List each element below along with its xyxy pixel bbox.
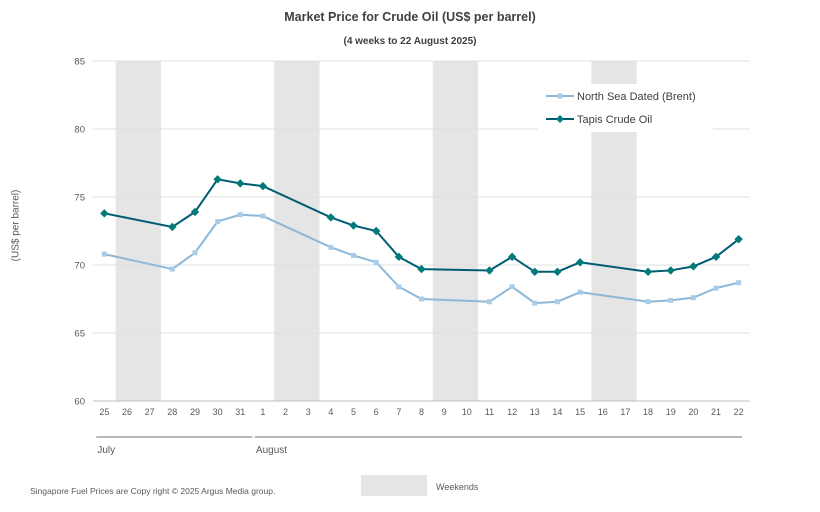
data-point [507, 252, 517, 262]
data-point [690, 295, 696, 301]
x-tick-label: 4 [328, 407, 333, 417]
x-tick-label: 7 [396, 407, 401, 417]
data-point [349, 221, 358, 230]
data-point [554, 299, 560, 305]
x-tick-label: 10 [462, 407, 472, 417]
x-tick-label: 25 [99, 407, 109, 417]
data-point [711, 252, 721, 262]
x-tick-label: 22 [734, 407, 744, 417]
data-point [486, 299, 492, 305]
chart-title: Market Price for Crude Oil (US$ per barr… [284, 10, 536, 24]
x-tick-label: 12 [507, 407, 517, 417]
data-point [213, 175, 222, 184]
y-tick-label: 80 [74, 125, 85, 136]
x-tick-label: 29 [190, 407, 200, 417]
copyright-footer: Singapore Fuel Prices are Copy right © 2… [30, 486, 276, 496]
x-tick-label: 20 [688, 407, 698, 417]
x-tick-label: 11 [485, 407, 494, 417]
data-point [100, 209, 109, 218]
data-point [577, 289, 583, 295]
weekend-legend-swatch [361, 475, 427, 496]
series-line-1 [104, 213, 739, 305]
data-point [373, 259, 379, 265]
data-point [168, 222, 177, 232]
data-point [237, 212, 243, 218]
data-point [236, 179, 245, 188]
chart-subtitle: (4 weeks to 22 August 2025) [343, 36, 477, 47]
data-point [734, 234, 743, 244]
legend-label: Tapis Crude Oil [577, 114, 652, 126]
legend-box [538, 84, 713, 132]
x-tick-label: 8 [419, 407, 424, 417]
x-tick-label: 16 [598, 407, 608, 417]
data-point [351, 252, 357, 258]
x-tick-label: 9 [442, 407, 447, 417]
x-tick-label: 2 [283, 407, 288, 417]
weekend-band [432, 61, 479, 401]
data-point [485, 266, 494, 275]
weekend-legend-label: Weekends [436, 482, 479, 492]
data-point [101, 251, 107, 257]
legend-marker [557, 93, 563, 99]
data-point [532, 300, 538, 306]
data-point [689, 262, 698, 271]
x-tick-label: 17 [620, 407, 630, 417]
y-tick-label: 60 [74, 397, 85, 408]
x-tick-label: 5 [351, 407, 356, 417]
x-tick-label: 26 [122, 407, 132, 417]
data-point [326, 213, 336, 222]
data-point [668, 297, 674, 303]
data-point [417, 264, 426, 274]
legend-marker [556, 115, 564, 123]
data-point [509, 284, 515, 290]
data-point [328, 244, 334, 250]
data-point [530, 267, 539, 276]
data-point [575, 258, 585, 267]
data-point [396, 284, 402, 290]
data-point [419, 296, 424, 302]
data-point [190, 207, 200, 217]
data-point [394, 252, 404, 262]
data-point [736, 280, 742, 286]
x-tick-label: 31 [235, 407, 245, 417]
y-tick-label: 85 [74, 57, 85, 68]
data-point [713, 285, 719, 291]
y-tick-label: 70 [74, 261, 85, 272]
data-point [643, 267, 653, 276]
data-point [260, 213, 266, 219]
x-tick-label: 30 [213, 407, 223, 417]
x-tick-label: 1 [260, 407, 265, 417]
data-point [192, 250, 198, 256]
x-tick-label: 14 [552, 407, 562, 417]
data-point [258, 181, 268, 191]
month-label: August [256, 445, 287, 456]
data-point [645, 299, 651, 305]
x-tick-label: 15 [575, 407, 585, 417]
data-point [215, 218, 221, 224]
series-line-2 [104, 178, 740, 273]
weekend-band [115, 61, 161, 401]
legend-label: North Sea Dated (Brent) [577, 91, 696, 103]
x-tick-label: 28 [167, 407, 177, 417]
month-label: July [97, 445, 115, 456]
data-point [169, 266, 175, 272]
data-point [666, 266, 675, 275]
x-tick-label: 3 [306, 407, 311, 417]
x-tick-label: 21 [711, 407, 721, 417]
y-tick-label: 75 [74, 193, 85, 204]
x-tick-label: 19 [666, 407, 676, 417]
data-point [371, 226, 381, 236]
y-tick-label: 65 [74, 329, 85, 340]
x-tick-label: 18 [643, 407, 653, 417]
x-tick-label: 27 [145, 407, 155, 417]
data-point [553, 267, 562, 276]
x-tick-label: 6 [374, 407, 379, 417]
x-tick-label: 13 [530, 407, 540, 417]
